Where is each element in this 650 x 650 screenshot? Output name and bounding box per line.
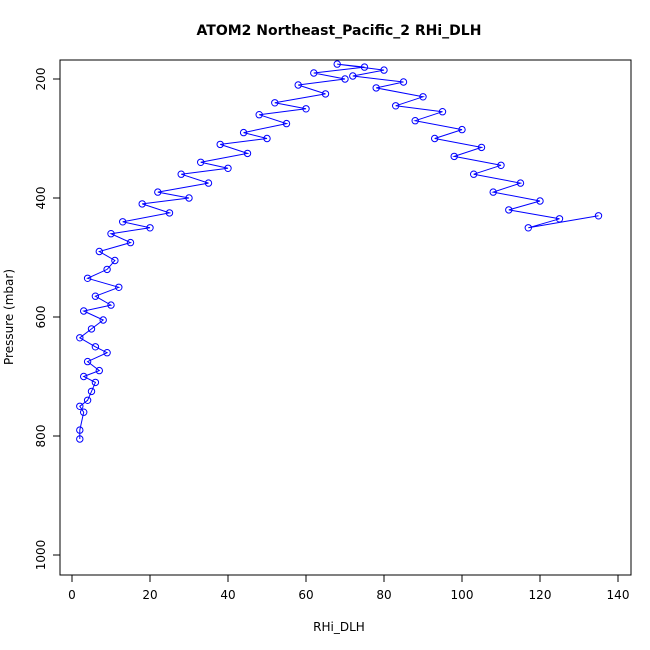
data-point: [302, 105, 310, 113]
data-point: [138, 200, 146, 208]
y-axis: 200 400 600 800 1000: [34, 68, 60, 571]
data-point: [516, 179, 525, 187]
data-point: [438, 108, 447, 116]
series-line: [78, 63, 599, 439]
data-point: [536, 197, 544, 205]
data-point: [458, 125, 466, 134]
data-point: [349, 72, 357, 80]
data-point: [76, 435, 84, 443]
data-point: [165, 209, 174, 217]
y-tick-label: 800: [34, 425, 48, 448]
data-point: [119, 218, 127, 226]
data-point: [107, 230, 115, 238]
data-point: [360, 63, 369, 71]
data-point: [154, 188, 162, 196]
x-tick-label: 140: [607, 588, 630, 602]
y-tick-label: 1000: [34, 540, 48, 571]
data-point: [263, 134, 271, 143]
data-point: [372, 84, 380, 92]
y-tick-label: 400: [34, 187, 48, 210]
data-point: [411, 117, 419, 125]
data-point: [76, 402, 84, 410]
data-point: [80, 372, 88, 381]
data-point: [91, 343, 100, 351]
chart-title: ATOM2 Northeast_Pacific_2 RHi_DLH: [197, 23, 482, 39]
data-point: [76, 334, 84, 342]
data-point: [255, 111, 263, 119]
data-point: [126, 238, 135, 247]
data-point: [103, 265, 111, 274]
data-point: [555, 215, 564, 223]
data-point: [333, 60, 341, 68]
data-point: [341, 75, 349, 83]
data-point: [399, 78, 408, 86]
data-point: [95, 366, 104, 375]
data-point: [497, 161, 505, 170]
x-tick-label: 40: [220, 588, 235, 602]
data-point: [146, 224, 154, 232]
data-point: [91, 378, 100, 387]
data-point: [524, 224, 532, 232]
x-tick-label: 120: [529, 588, 552, 602]
data-point: [321, 90, 330, 98]
series-group: [76, 60, 603, 443]
x-tick-label: 20: [142, 588, 157, 602]
x-axis: 0 20 40 60 80 100 120 140: [68, 575, 629, 602]
data-point: [505, 206, 513, 214]
data-point: [282, 119, 291, 128]
x-tick-label: 0: [68, 588, 76, 602]
data-point: [185, 194, 193, 202]
data-point: [87, 387, 96, 396]
data-point: [594, 212, 603, 220]
data-point: [91, 292, 100, 300]
data-point: [477, 143, 486, 152]
data-point: [419, 93, 427, 101]
data-point: [470, 170, 478, 178]
data-point: [450, 152, 458, 161]
data-point: [392, 102, 400, 110]
data-point: [83, 396, 92, 404]
data-point: [271, 99, 279, 107]
x-tick-label: 60: [298, 588, 313, 602]
data-point: [83, 357, 92, 366]
x-tick-label: 100: [451, 588, 474, 602]
data-point: [107, 301, 115, 309]
data-point: [83, 274, 92, 282]
data-point: [243, 149, 252, 158]
data-point: [95, 247, 104, 256]
data-point: [204, 179, 213, 187]
data-point: [216, 140, 224, 149]
x-tick-label: 80: [376, 588, 391, 602]
y-tick-label: 200: [34, 68, 48, 91]
data-point: [87, 325, 96, 333]
data-point: [224, 164, 232, 173]
data-point: [115, 283, 123, 291]
x-axis-label: RHi_DLH: [313, 620, 365, 634]
data-point: [431, 134, 439, 143]
data-point: [489, 188, 497, 196]
y-tick-label: 600: [34, 306, 48, 329]
data-point: [239, 128, 248, 137]
data-point: [99, 316, 107, 324]
data-point: [380, 66, 388, 74]
data-point: [177, 170, 185, 178]
data-point: [76, 426, 84, 434]
data-point: [103, 349, 111, 357]
data-point: [294, 81, 302, 89]
data-point: [197, 158, 205, 167]
data-point: [80, 408, 88, 416]
data-point: [111, 256, 119, 265]
data-point: [80, 307, 88, 315]
y-axis-label: Pressure (mbar): [2, 269, 16, 365]
data-point: [310, 69, 318, 77]
plot-frame: [59, 59, 632, 576]
